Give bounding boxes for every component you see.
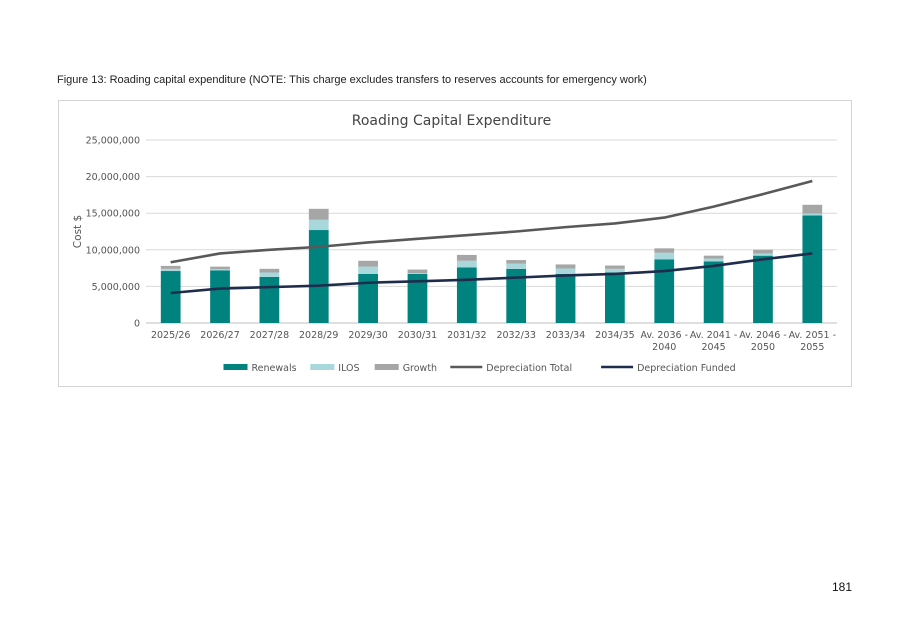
y-tick-label: 5,000,000: [92, 282, 140, 293]
capital-expenditure-chart: Roading Capital Expenditure 0 5,000,000 10,…: [72, 113, 837, 374]
x-tick-label: 2029/30: [348, 330, 387, 341]
bar-renewals: [308, 230, 329, 323]
legend-label-ilos: ILOS: [338, 363, 359, 374]
bar-growth: [605, 265, 625, 269]
bar-renewals: [654, 259, 675, 323]
bar-ilos: [703, 258, 724, 262]
bar-growth: [555, 264, 576, 269]
x-tick-label: 2055: [800, 342, 824, 353]
bar-ilos: [506, 263, 527, 269]
x-tick-label: 2030/31: [398, 330, 437, 341]
bar-renewals: [703, 261, 724, 323]
bar-ilos: [308, 219, 329, 231]
page-number: 181: [832, 580, 853, 594]
y-tick-label: 25,000,000: [86, 136, 140, 147]
x-tick-label: 2050: [751, 342, 775, 353]
x-tick-label: 2031/32: [447, 330, 486, 341]
chart-container: Roading Capital Expenditure 0 5,000,000 10,…: [58, 100, 852, 387]
bar-ilos: [555, 268, 576, 274]
bar-ilos: [358, 266, 378, 274]
legend-label-depreciation-funded: Depreciation Funded: [637, 363, 736, 374]
x-tick-label: 2028/29: [299, 330, 338, 341]
bar-growth: [456, 254, 477, 261]
bar-growth: [802, 204, 823, 214]
y-tick-label: 15,000,000: [86, 209, 140, 220]
x-tick-label: Av. 2046 -: [739, 330, 787, 341]
bar-ilos: [407, 273, 428, 274]
bar-growth: [703, 255, 724, 259]
legend-swatch-renewals: [223, 364, 248, 370]
bar-renewals: [555, 273, 576, 323]
x-tick-label: 2034/35: [595, 330, 634, 341]
bar-renewals: [506, 268, 527, 323]
bar-renewals: [358, 273, 378, 323]
figure-caption: Figure 13: Roading capital expenditure (…: [57, 74, 647, 86]
y-tick-label: 0: [134, 319, 140, 330]
bar-ilos: [802, 213, 823, 216]
bar-ilos: [210, 269, 230, 271]
y-tick-label: 10,000,000: [86, 245, 140, 256]
x-tick-label: 2032/33: [496, 330, 535, 341]
bar-renewals: [802, 215, 823, 323]
bar-ilos: [753, 253, 773, 256]
y-tick-label: 20,000,000: [86, 172, 140, 183]
bar-ilos: [259, 272, 280, 277]
x-tick-label: 2026/27: [200, 330, 239, 341]
bar-renewals: [259, 276, 280, 323]
bar-ilos: [160, 268, 181, 272]
x-tick-label: 2040: [652, 342, 676, 353]
x-tick-label: 2045: [702, 342, 726, 353]
y-axis-label: Cost $: [72, 215, 84, 248]
x-tick-label: 2033/34: [546, 330, 585, 341]
bar-renewals: [160, 271, 181, 323]
bar-growth: [259, 268, 280, 273]
chart-title: Roading Capital Expenditure: [352, 113, 551, 129]
bar-renewals: [456, 267, 477, 323]
x-tick-label: Av. 2051 -: [789, 330, 837, 341]
legend-label-depreciation-total: Depreciation Total: [486, 363, 572, 374]
bar-ilos: [654, 252, 675, 260]
bar-renewals: [210, 270, 230, 323]
line-depreciation-total: [170, 179, 813, 264]
x-tick-label: Av. 2036 -: [641, 330, 689, 341]
bar-growth: [308, 208, 329, 220]
legend-swatch-ilos: [310, 364, 335, 370]
bar-growth: [753, 249, 773, 254]
bar-growth: [407, 269, 428, 274]
bar-renewals: [605, 272, 625, 323]
legend-swatch-growth: [374, 364, 399, 370]
bar-renewals: [407, 273, 428, 323]
x-tick-label: Av. 2041 -: [690, 330, 738, 341]
legend-label-renewals: Renewals: [252, 363, 297, 374]
bar-growth: [358, 260, 378, 267]
bar-renewals: [753, 255, 773, 323]
bar-growth: [210, 266, 230, 270]
legend-label-growth: Growth: [403, 363, 437, 374]
bar-ilos: [605, 268, 625, 273]
bar-growth: [160, 265, 181, 269]
line-depreciation-funded: [170, 252, 813, 295]
bar-ilos: [456, 260, 477, 268]
bar-growth: [506, 260, 527, 264]
bar-growth: [654, 248, 675, 253]
x-tick-label: 2027/28: [250, 330, 289, 341]
x-tick-label: 2025/26: [151, 330, 190, 341]
